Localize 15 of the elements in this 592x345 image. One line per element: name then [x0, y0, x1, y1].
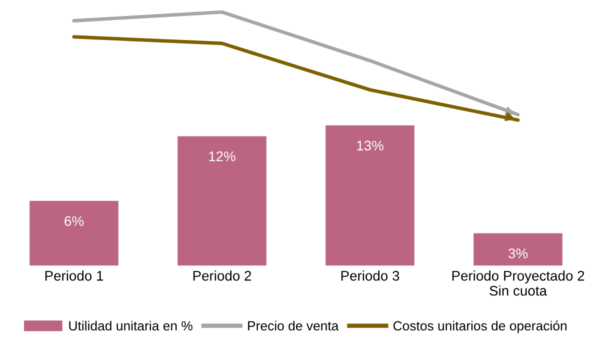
data-label: 12% [209, 151, 236, 162]
x-tick-label: Periodo Proyectado 2 Sin cuota [452, 270, 584, 296]
data-label: 6% [64, 216, 84, 226]
x-tick-label: Periodo 2 [193, 270, 252, 281]
bar [178, 136, 266, 266]
legend-label: Costos unitarios de operación [393, 320, 566, 334]
bar [30, 200, 118, 266]
x-tick-label: Periodo 1 [45, 270, 104, 281]
bar [326, 125, 414, 266]
legend-label: Precio de venta [248, 320, 339, 331]
bar [474, 233, 562, 266]
x-tick-label: Periodo 3 [341, 270, 400, 281]
data-label: 3% [508, 248, 528, 258]
legend-label: Utilidad unitaria en % [69, 320, 192, 331]
data-label: 13% [357, 140, 384, 150]
